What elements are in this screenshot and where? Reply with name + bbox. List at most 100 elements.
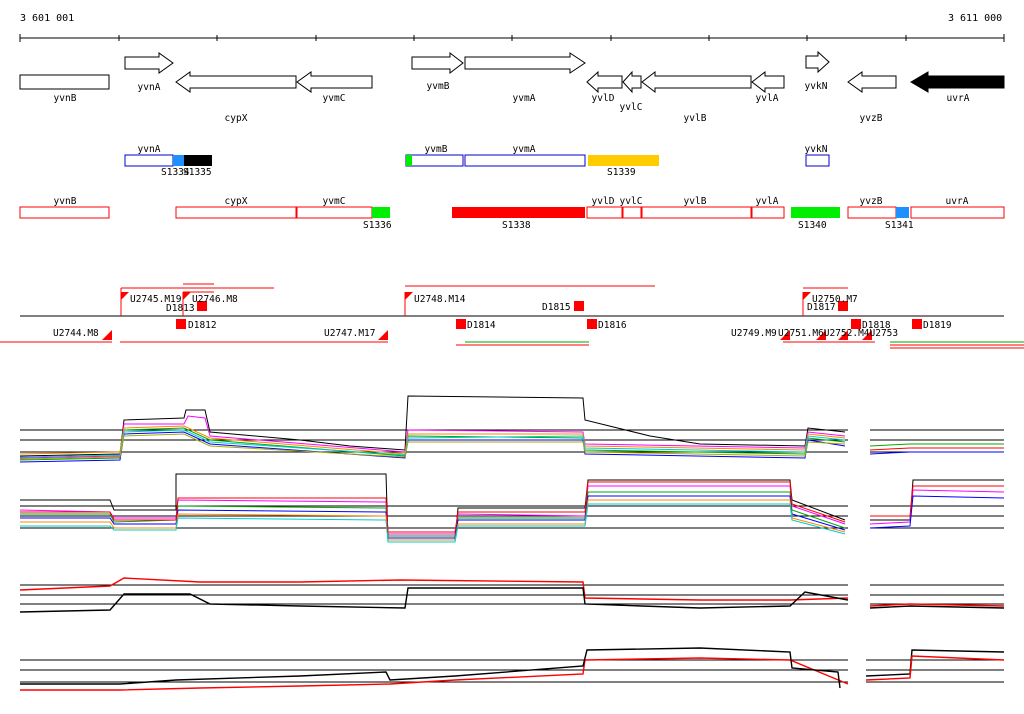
gene-label: yvnB (54, 93, 77, 104)
transcript-box-yvlA[interactable] (751, 206, 785, 219)
gene-label: yvlA (756, 93, 779, 104)
lower-box-label: uvrA (946, 196, 969, 207)
gene-yvnA[interactable] (124, 52, 174, 74)
overlap-label: U2751.M6U2752.M4U2753 (778, 328, 898, 339)
start-coordinate: 3 601 001 (20, 13, 75, 24)
segment-label: S1341 (885, 220, 914, 231)
gene-label: yvmB (427, 81, 450, 92)
gene-yvkN[interactable] (805, 50, 830, 74)
segment-S1336[interactable] (372, 207, 390, 218)
segment-label: S1334 (161, 167, 190, 178)
segment-label: S1336 (363, 220, 392, 231)
expression-panel-2 (19, 473, 1005, 543)
downshift-marker[interactable] (851, 319, 861, 329)
gene-label: yvlB (684, 113, 707, 124)
gene-cypX[interactable] (175, 71, 297, 93)
transcript-box-yvlB[interactable] (641, 206, 752, 219)
lower-box-label: cypX (225, 196, 248, 207)
segment-S1341[interactable] (896, 207, 909, 218)
lower-box-label: yvmC (323, 196, 346, 207)
upshift-marker[interactable] (780, 330, 790, 340)
gene-yvmB[interactable] (411, 51, 464, 75)
expression-panel-3 (19, 577, 1005, 613)
gene-labels: yvnB yvnA cypX yvmC yvmB yvmA yvlD yvlC … (54, 81, 970, 124)
segment-green-start (406, 155, 412, 166)
expression-panel-1 (19, 395, 1004, 463)
upshift-label: U2748.M14 (414, 294, 466, 305)
gene-yvlA[interactable] (751, 70, 785, 94)
gene-yvzB[interactable] (847, 71, 897, 93)
downshift-marker[interactable] (197, 301, 207, 311)
gene-label: yvnA (138, 82, 161, 93)
downshift-marker[interactable] (574, 301, 584, 311)
gene-yvmC[interactable] (296, 71, 373, 93)
gene-yvlC[interactable] (622, 70, 642, 94)
shift-track: U2745.M19 U2746.M8 U2748.M14 U2750.M7 U2… (0, 283, 1024, 349)
upper-box-label: yvmA (513, 144, 536, 155)
end-coordinate: 3 611 000 (948, 13, 1003, 24)
gene-label: yvmA (513, 93, 536, 104)
gene-yvlD[interactable] (586, 70, 623, 94)
gene-label: uvrA (947, 93, 970, 104)
downshift-label: D1812 (188, 320, 217, 331)
gene-label: yvzB (860, 113, 883, 124)
upshift-marker[interactable] (378, 330, 388, 340)
upshift-marker[interactable] (183, 292, 191, 300)
transcript-box-yvmC[interactable] (296, 206, 373, 219)
segment-S1339[interactable] (588, 155, 659, 166)
transcript-box-yvmA[interactable] (464, 154, 586, 167)
gene-yvmA[interactable] (464, 52, 586, 74)
gene-label: cypX (225, 113, 248, 124)
transcript-box-yvkN[interactable] (805, 154, 830, 167)
upper-transcript-track: yvnA yvmB yvmA yvkN S1334 S1335 S1339 (124, 144, 830, 178)
downshift-marker[interactable] (838, 301, 848, 311)
downshift-marker[interactable] (587, 319, 597, 329)
downshift-label: D1819 (923, 320, 952, 331)
upper-box-label: yvnA (138, 144, 161, 155)
upshift-marker[interactable] (816, 330, 826, 340)
segment-S1340[interactable] (791, 207, 840, 218)
transcript-box-cypX[interactable] (175, 206, 297, 219)
upshift-marker[interactable] (121, 292, 129, 300)
transcript-box-yvnA[interactable] (124, 154, 174, 167)
transcript-box-yvlD[interactable] (586, 206, 623, 219)
gene-yvlB[interactable] (641, 70, 752, 94)
gene-uvrA[interactable] (910, 71, 1005, 93)
lower-box-label: yvlB (684, 196, 707, 207)
downshift-marker[interactable] (456, 319, 466, 329)
transcript-box-yvmB[interactable] (405, 154, 464, 167)
upshift-marker[interactable] (803, 292, 811, 300)
downshift-label: D1814 (467, 320, 496, 331)
transcript-box-uvrA[interactable] (910, 206, 1005, 219)
segment-S1334[interactable] (173, 155, 184, 166)
gene-label: yvlD (592, 93, 615, 104)
transcript-box-yvzB[interactable] (847, 206, 897, 219)
downshift-marker[interactable] (912, 319, 922, 329)
segment-S1335[interactable] (184, 155, 212, 166)
downshift-label: D1817 (807, 302, 836, 313)
segment-label: S1335 (183, 167, 212, 178)
upshift-label: U2746.M8 (192, 294, 238, 305)
upper-box-label: yvmB (425, 144, 448, 155)
segment-label: S1340 (798, 220, 827, 231)
upshift-label: U2744.M8 (53, 328, 99, 339)
downshift-label: D1818 (862, 320, 891, 331)
downshift-marker[interactable] (176, 319, 186, 329)
gene-yvnB[interactable] (19, 74, 110, 90)
segment-S1338[interactable] (452, 207, 585, 218)
lower-box-label: yvlA (756, 196, 779, 207)
upshift-label: U2747.M17 (324, 328, 375, 339)
upshift-marker[interactable] (862, 330, 872, 340)
upshift-marker[interactable] (405, 292, 413, 300)
transcript-box-yvnB[interactable] (19, 206, 110, 219)
segment-label: S1338 (502, 220, 531, 231)
gene-track (19, 50, 1005, 94)
lower-transcript-track: yvnB cypX yvmC yvlD yvlC yvlB yvlA yvzB … (19, 196, 1005, 231)
shift-labels: U2745.M19 U2746.M8 U2748.M14 U2750.M7 U2… (53, 294, 952, 339)
upshift-label: U2750.M7 (812, 294, 858, 305)
gene-label: yvlC (620, 102, 643, 113)
upshift-marker[interactable] (838, 330, 848, 340)
upshift-marker[interactable] (102, 330, 112, 340)
transcript-box-yvlC[interactable] (622, 206, 642, 219)
